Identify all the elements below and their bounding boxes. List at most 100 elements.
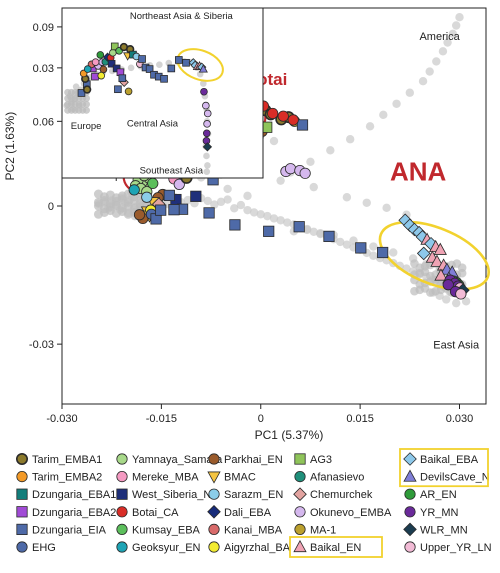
- legend-marker-dzungaria-eba2: [16, 506, 28, 518]
- data-point-west-siberia-n: [190, 190, 202, 202]
- legend-marker-tarim-emba1: [15, 452, 28, 465]
- data-point-dzungaria-eia: [168, 204, 180, 216]
- data-point-dzungaria-eia: [155, 204, 167, 216]
- inset-panel: 0.09 0.06 Northeast Asia & Siberia Europe Ce…: [33, 7, 264, 179]
- data-point-okunevo-emba: [173, 178, 185, 190]
- legend-highlight-box: [289, 536, 383, 558]
- background-point: [365, 122, 375, 131]
- legend-marker-yamnaya-samara: [116, 453, 128, 465]
- legend-marker-ar-en: [404, 488, 416, 500]
- inset-point-dzungaria-eia: [182, 58, 190, 67]
- data-point-okunevo-emba: [299, 167, 311, 179]
- background-point: [369, 242, 378, 251]
- inset-point-dzungaria-eia: [175, 56, 183, 64]
- background-point: [362, 198, 371, 207]
- inset-point-yamnaya-samara: [109, 48, 117, 57]
- inset-point-okunevo-emba: [202, 101, 210, 110]
- data-point-sarazm-en: [141, 191, 153, 203]
- inset-point-dzungaria-eia: [167, 64, 176, 73]
- legend-label: Aigyrzhal_BA: [224, 542, 291, 554]
- data-point-dzungaria-eia: [263, 225, 275, 237]
- data-point-yr-mn: [442, 279, 454, 291]
- inset-point-dzungaria-eia: [145, 65, 154, 73]
- background-point: [389, 248, 398, 257]
- legend-label: Tarim_EMBA1: [32, 454, 102, 466]
- legend-marker-dali-eba: [207, 504, 221, 519]
- legend-marker-west-siberia-n: [116, 488, 128, 500]
- legend-label: Sarazm_EN: [224, 489, 283, 501]
- background-point: [223, 195, 232, 204]
- legend-label: Tarim_EMBA2: [32, 472, 102, 484]
- inset-point-parkhai-en: [99, 65, 108, 74]
- legend-label: Geoksyur_EN: [132, 542, 201, 554]
- data-point-dzungaria-eia: [163, 189, 175, 202]
- inset-point-aigyrzhal-ba: [97, 71, 106, 80]
- background-point: [203, 196, 212, 206]
- background-point: [223, 184, 232, 194]
- legend-marker-kumsay-eba: [116, 523, 128, 536]
- y-tick-label: 0: [48, 201, 54, 213]
- legend-marker-bmac: [207, 471, 221, 484]
- inset-background-point: [127, 64, 135, 72]
- legend-marker-yr-mn: [404, 506, 416, 518]
- background-point: [269, 136, 279, 146]
- inset-point-dzungaria-eia: [114, 85, 122, 94]
- legend-label: West_Siberia_N: [132, 489, 211, 501]
- x-tick-label: -0.015: [146, 413, 177, 425]
- inset-point-devilscave-n: [198, 64, 208, 73]
- data-point-baikal-en: [433, 242, 447, 255]
- legend-label: DevilsCave_N: [420, 472, 490, 484]
- inset-background-point: [72, 83, 80, 91]
- legend-label: Upper_YR_LN: [420, 542, 492, 554]
- background-point: [345, 135, 355, 144]
- background-point: [342, 240, 352, 249]
- data-point-dzungaria-eia: [293, 221, 305, 233]
- legend-marker-geoksyur-en: [116, 541, 128, 553]
- legend-marker-okunevo-emba: [294, 506, 306, 518]
- background-point: [405, 88, 415, 97]
- background-point: [256, 210, 265, 219]
- legend-label: YR_MN: [420, 507, 459, 519]
- inset-background-point: [204, 162, 211, 169]
- legend-label: Kanai_MBA: [224, 524, 283, 536]
- background-point: [443, 38, 452, 47]
- legend-label: Okunevo_EMBA: [310, 507, 392, 519]
- data-point-baikal-eba: [416, 246, 431, 261]
- legend-marker-mereke-mba: [116, 470, 128, 483]
- legend-marker-baikal-eba: [403, 452, 417, 466]
- legend-label: BMAC: [224, 472, 256, 484]
- legend-label: WLR_MN: [420, 524, 468, 536]
- legend-label: Botai_CA: [132, 507, 179, 519]
- legend-marker-parkhai-en: [208, 453, 220, 465]
- data-point-parkhai-en: [133, 209, 146, 221]
- legend-label: Kumsay_EBA: [132, 524, 201, 536]
- legend-label: Mereke_MBA: [132, 472, 199, 484]
- background-point: [369, 251, 378, 260]
- legend-marker-aigyrzhal-ba: [208, 541, 220, 553]
- inset-background-point: [203, 168, 211, 176]
- ana-highlight-ellipse: [378, 220, 491, 291]
- background-point: [236, 200, 246, 210]
- legend-label: MA-1: [310, 524, 336, 536]
- x-tick-label: 0.015: [346, 413, 374, 425]
- x-tick-label: 0: [258, 413, 264, 425]
- legend-label: Baikal_EN: [310, 542, 361, 554]
- data-point-dzungaria-eia: [296, 119, 309, 131]
- inset-point-geoksyur-en: [83, 65, 92, 73]
- background-point: [309, 182, 318, 192]
- legend-marker-chemurchek: [293, 487, 307, 502]
- legend-label: AG3: [310, 454, 332, 466]
- background-point: [382, 203, 391, 213]
- legend-label: Afanasievo: [310, 472, 364, 484]
- inset-region-label: Southeast Asia: [140, 165, 204, 176]
- inset-point-okunevo-emba: [203, 120, 211, 128]
- data-point-dzungaria-eia: [229, 219, 241, 231]
- legend-marker-devilscave-n: [403, 469, 417, 482]
- data-point-geoksyur-en: [128, 184, 140, 196]
- data-point-dzungaria-eia: [355, 242, 367, 254]
- legend-label: AR_EN: [420, 489, 457, 501]
- legend-label: Yamnaya_Samara: [132, 454, 223, 466]
- background-point: [448, 29, 458, 38]
- background-point: [306, 157, 315, 166]
